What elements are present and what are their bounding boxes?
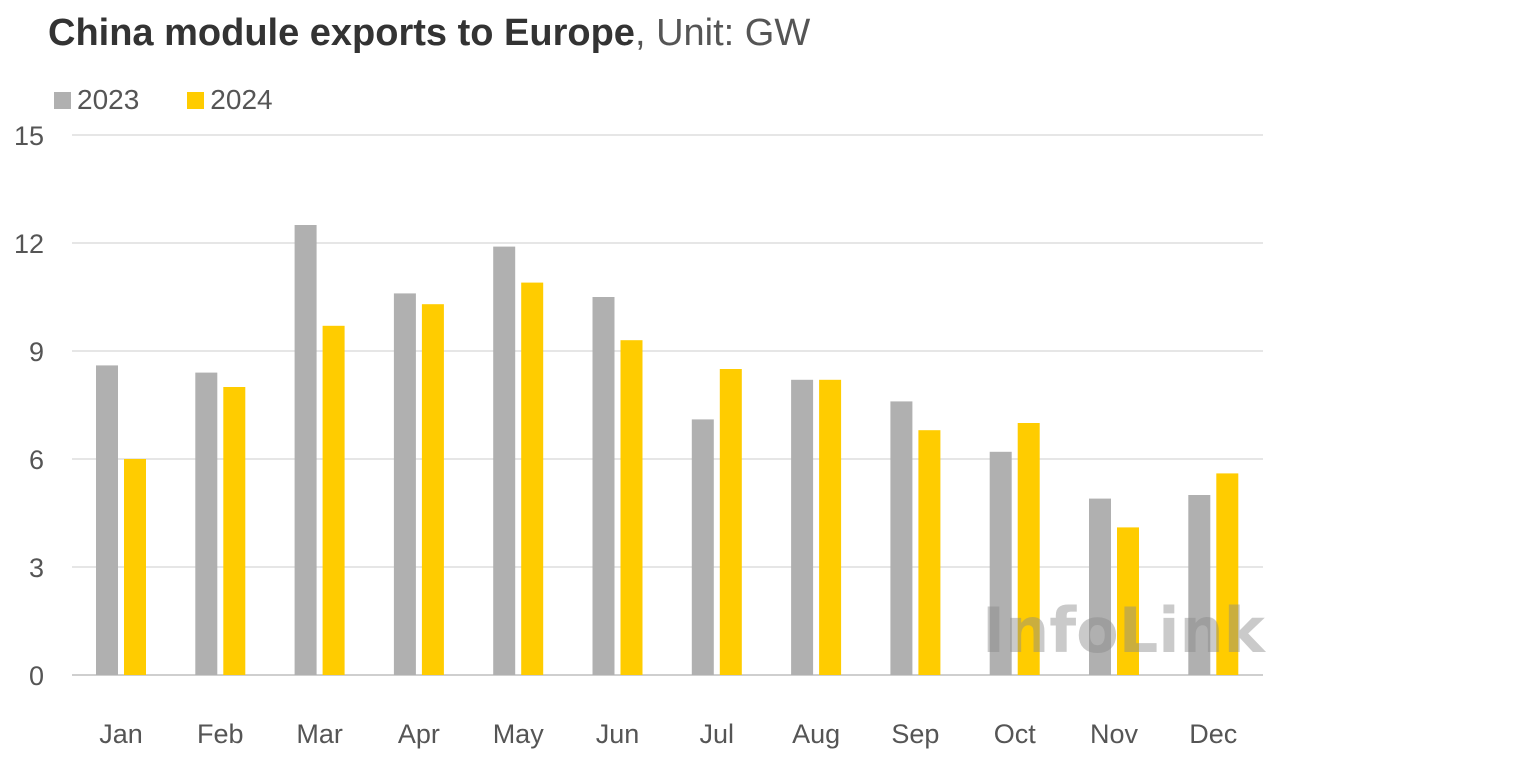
x-tick-label-apr: Apr: [398, 719, 440, 749]
legend-label-2023: 2023: [77, 84, 140, 115]
bar-2023-dec: [1188, 495, 1211, 675]
x-tick-label-feb: Feb: [197, 719, 244, 749]
x-tick-label-jun: Jun: [596, 719, 640, 749]
bar-2023-aug: [791, 379, 814, 675]
bar-2024-aug: [819, 379, 842, 675]
x-tick-label-may: May: [493, 719, 545, 749]
bar-2024-sep: [918, 430, 941, 675]
bar-2024-jan: [124, 459, 146, 675]
bar-2024-apr: [421, 304, 444, 675]
y-tick-label: 3: [29, 553, 44, 583]
y-tick-label: 12: [14, 229, 44, 259]
bar-2024-jun: [620, 340, 643, 675]
y-tick-label: 9: [29, 337, 44, 367]
bar-2023-nov: [1089, 498, 1111, 675]
legend-item-2023: 2023: [54, 84, 139, 116]
y-tick-label: 6: [29, 445, 44, 475]
chart-title-main: China module exports to Europe: [48, 12, 635, 54]
bar-2023-jan: [96, 365, 118, 675]
legend-item-2024: 2024: [187, 84, 273, 116]
x-tick-label-jan: Jan: [99, 719, 143, 749]
chart-title-unit: , Unit: GW: [634, 12, 811, 54]
bar-2024-nov: [1117, 527, 1139, 675]
bar-2023-jul: [691, 419, 714, 675]
legend-label-2024: 2024: [210, 84, 273, 115]
chart-title: China module exports to Europe, Unit: GW: [48, 12, 810, 55]
x-tick-label-jul: Jul: [700, 719, 735, 749]
x-tick-label-sep: Sep: [891, 719, 939, 749]
bar-2023-mar: [294, 225, 317, 675]
bar-2023-sep: [890, 401, 913, 675]
bar-2023-jun: [592, 297, 615, 675]
watermark-logo: InfoLink: [982, 594, 1267, 667]
bar-2023-may: [493, 246, 516, 675]
bar-2024-jul: [719, 369, 742, 675]
bar-2024-dec: [1216, 473, 1239, 675]
x-tick-label-nov: Nov: [1090, 719, 1139, 749]
y-tick-label: 15: [14, 121, 44, 151]
bar-2023-oct: [989, 451, 1012, 675]
x-tick-label-dec: Dec: [1189, 719, 1237, 749]
bar-2024-mar: [322, 325, 345, 675]
legend-swatch-2024: [187, 91, 205, 109]
bar-2024-oct: [1017, 423, 1040, 675]
bar-2023-apr: [393, 293, 416, 675]
legend-swatch-2023: [54, 91, 71, 109]
bar-2023-feb: [195, 372, 218, 675]
chart-legend: 2023 2024: [54, 84, 321, 116]
bar-2024-may: [521, 282, 544, 675]
bar-2024-feb: [223, 387, 246, 675]
x-tick-label-mar: Mar: [296, 719, 343, 749]
x-tick-label-oct: Oct: [994, 719, 1037, 749]
y-tick-label: 0: [29, 661, 44, 691]
x-tick-label-aug: Aug: [792, 719, 840, 749]
